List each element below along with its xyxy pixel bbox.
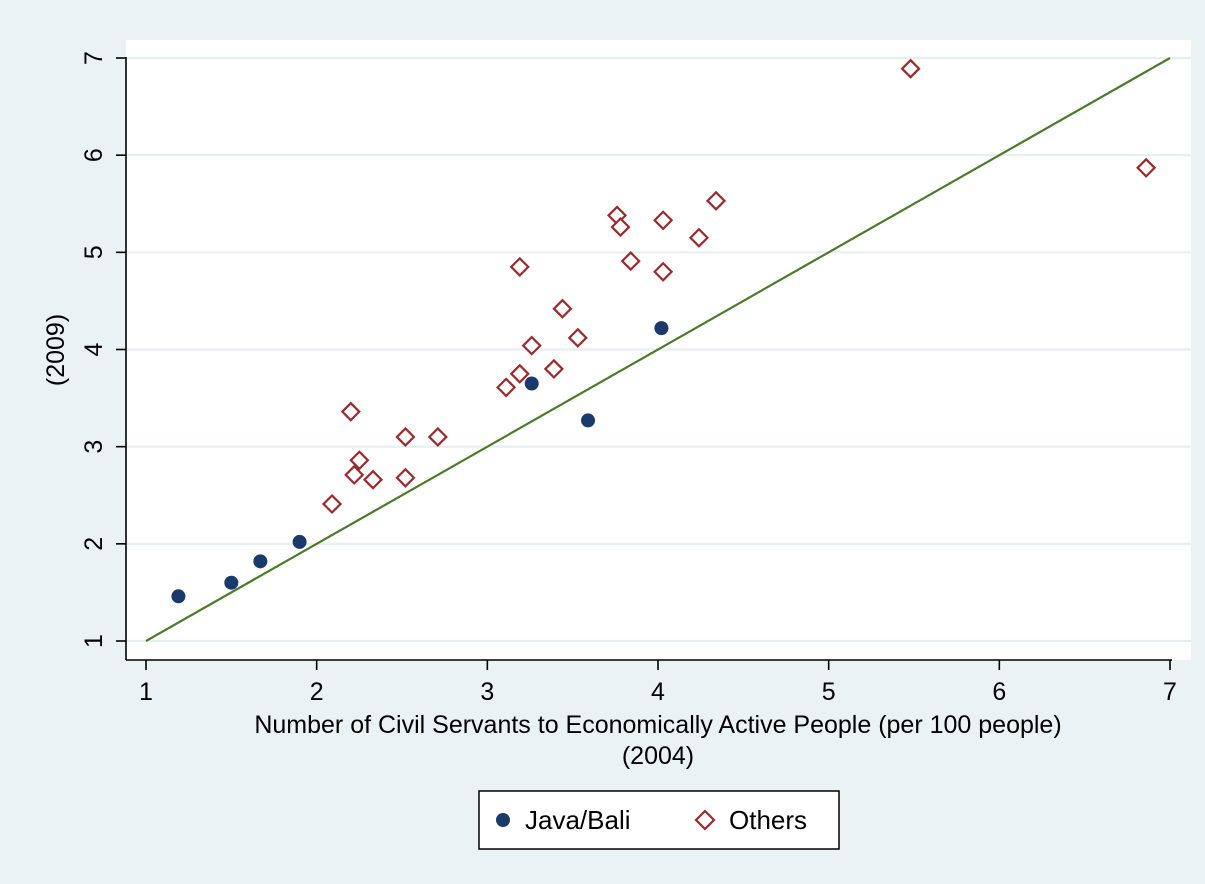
data-point-others [395, 467, 416, 488]
data-point-others [610, 217, 631, 238]
y-tick-label: 6 [80, 148, 108, 162]
data-point-others [900, 58, 921, 79]
data-point-others [321, 493, 343, 515]
x-axis-label-year: (2004) [622, 742, 694, 770]
legend-java-bali-label: Java/Bali [525, 805, 631, 835]
data-point-others [567, 327, 588, 348]
x-tick-label: 5 [822, 678, 836, 706]
reference-line-group [145, 57, 1171, 642]
x-tick-label: 3 [480, 678, 494, 706]
data-point-java-bali [654, 321, 669, 336]
data-point-others [653, 210, 674, 231]
x-tick-label: 2 [310, 678, 324, 706]
data-point-others [509, 363, 530, 384]
data-point-java-bali [581, 413, 596, 428]
data-point-others [344, 464, 365, 485]
legend-java-bali-marker [496, 813, 510, 827]
legend-others-marker [694, 809, 716, 831]
data-point-java-bali [524, 376, 539, 391]
data-point-others [521, 335, 542, 356]
data-point-others [552, 298, 573, 319]
data-point-java-bali [292, 534, 307, 549]
y-tick-label: 7 [80, 51, 108, 65]
y-tick-label: 2 [80, 537, 108, 551]
y-tick-label: 4 [80, 342, 108, 356]
data-point-others [509, 256, 530, 277]
y-axis-label: (2009) [42, 314, 70, 386]
legend-box [478, 790, 840, 850]
data-point-java-bali [171, 589, 186, 604]
data-point-others [688, 227, 710, 248]
series-others [321, 58, 1157, 515]
x-tick-label: 7 [1163, 678, 1177, 706]
grid-lines [126, 56, 1191, 643]
data-point-others [362, 469, 384, 490]
data-point-others [543, 358, 564, 379]
x-tick-label: 4 [651, 678, 665, 706]
data-point-others [705, 190, 727, 211]
data-point-java-bali [224, 575, 239, 590]
reference-line [145, 57, 1171, 642]
data-point-others [653, 261, 674, 282]
data-point-others [427, 426, 448, 448]
series-java-bali [171, 321, 669, 604]
data-point-others [620, 251, 641, 272]
y-tick-label: 3 [80, 440, 108, 454]
y-tick-label: 5 [80, 245, 108, 259]
data-point-others [496, 377, 517, 398]
x-tick-label: 1 [139, 678, 153, 706]
x-tick-label: 6 [992, 678, 1006, 706]
data-point-java-bali [253, 554, 268, 569]
y-tick-label: 1 [80, 634, 108, 648]
data-point-others [349, 450, 370, 471]
data-point-others [340, 401, 361, 422]
x-axis-label: Number of Civil Servants to Economically… [254, 711, 1061, 739]
legend-others-label: Others [729, 805, 807, 835]
axes: 1 2 3 4 5 6 7 1 2 3 4 5 6 7 [80, 51, 1177, 706]
legend: Java/Bali Others [478, 790, 840, 850]
data-point-others [1136, 157, 1157, 178]
data-point-others [395, 426, 416, 448]
data-points [171, 58, 1157, 604]
